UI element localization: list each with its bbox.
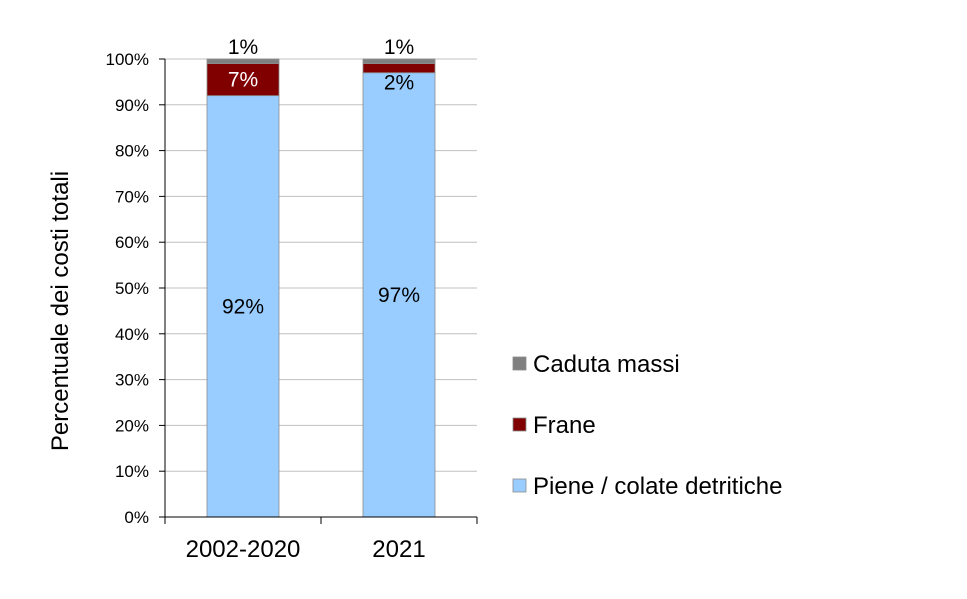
legend-swatch <box>512 478 527 493</box>
y-tick-label: 20% <box>115 416 149 435</box>
axes: 0% 10% 20% 30% 40% 50% 60% 70% 80% 90% 100% 2002-20… <box>106 50 478 563</box>
data-label: 1% <box>384 36 414 59</box>
data-labels: 92% 7% 1% 97% 2% 1% <box>222 36 420 318</box>
bars <box>206 58 436 518</box>
y-tick-label: 10% <box>115 462 149 481</box>
legend-swatch <box>512 356 527 371</box>
y-tick-label: 0% <box>124 508 149 527</box>
data-label: 7% <box>228 69 258 92</box>
y-tick-label: 40% <box>115 325 149 344</box>
bar-segment <box>362 58 436 64</box>
data-label: 92% <box>222 295 264 318</box>
x-tick-label: 2002-2020 <box>186 536 301 563</box>
bar-segment <box>206 63 280 97</box>
y-tick-label: 30% <box>115 371 149 390</box>
y-axis-label: Percentuale dei costi totali <box>47 171 74 451</box>
y-tick-label: 90% <box>115 96 149 115</box>
y-tick-label: 70% <box>115 187 149 206</box>
data-label: 97% <box>378 284 420 307</box>
data-label: 2% <box>384 72 414 95</box>
bar-segment <box>206 58 280 64</box>
legend-label: Caduta massi <box>533 351 680 378</box>
y-tick-label: 60% <box>115 233 149 252</box>
data-label: 1% <box>228 36 258 59</box>
legend-swatch <box>512 417 527 432</box>
x-tick-label: 2021 <box>372 536 425 563</box>
y-tick-label: 80% <box>115 142 149 161</box>
legend-label: Piene / colate detritiche <box>533 473 782 500</box>
legend-label: Frane <box>533 412 596 439</box>
y-tick-label: 100% <box>106 50 149 69</box>
y-tick-label: 50% <box>115 279 149 298</box>
legend: Caduta massi Frane Piene / colate detritic… <box>512 351 782 500</box>
